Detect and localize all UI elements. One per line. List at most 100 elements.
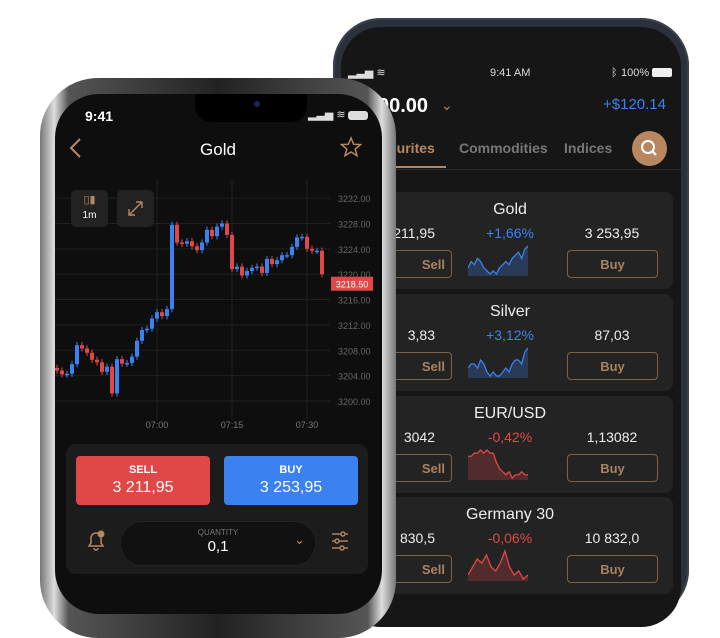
change-percent: +1,66% (486, 225, 534, 241)
tab-divider (341, 169, 681, 170)
ask-price: 10 832,0 (584, 530, 640, 546)
active-tab-indicator (364, 166, 446, 168)
y-tick-label: 3200.00 (338, 397, 371, 407)
search-button[interactable] (632, 131, 667, 166)
y-tick-label: 3208.00 (338, 346, 371, 356)
candle (60, 370, 64, 375)
bid-price: 3042 (403, 429, 435, 445)
sparkline (468, 548, 528, 581)
candle (240, 266, 244, 276)
tab-commodities[interactable]: Commodities (459, 140, 548, 156)
battery-icon (652, 68, 672, 77)
candlestick-chart[interactable]: 3232.00 3228.00 3224.00 3220.00 3216.00 3212.… (55, 180, 382, 435)
instrument-name: Germany 30 (465, 506, 555, 523)
sparkline (468, 347, 528, 378)
candle (180, 242, 184, 244)
candles-icon: ▯▮ (83, 194, 96, 206)
candle (155, 312, 159, 319)
candle (280, 255, 284, 261)
candle (85, 348, 89, 353)
candle (75, 345, 79, 365)
pnl-value: +$120.14 (603, 96, 666, 113)
candle (215, 226, 219, 237)
candle (105, 366, 109, 372)
candle (185, 241, 189, 244)
sell-button[interactable]: SELL 3 211,95 (76, 456, 210, 505)
instrument-name: EUR/USD (473, 405, 546, 422)
y-tick-label: 3228.00 (338, 219, 371, 229)
candle (310, 248, 314, 251)
star-icon[interactable] (340, 136, 362, 158)
candle (150, 318, 154, 329)
back-chevron-icon[interactable] (68, 137, 84, 159)
status-time: 9:41 (85, 108, 114, 124)
candle (270, 258, 274, 265)
status-time: 9:41 AM (490, 67, 531, 79)
buy-button[interactable]: Buy (567, 352, 658, 380)
candle (115, 359, 119, 394)
candle (220, 223, 224, 227)
candle (160, 312, 164, 317)
change-percent: -0,42% (487, 429, 533, 445)
y-tick-label: 3204.00 (338, 372, 371, 382)
quantity-label: QUANTITY (197, 528, 239, 537)
last-price: 3218.50 (336, 280, 369, 290)
buy-button[interactable]: BUY 3 253,95 (224, 456, 358, 505)
bluetooth-icon: ᛒ (611, 67, 618, 79)
add-alert-bell-icon[interactable] (84, 528, 108, 552)
change-percent: -0,06% (487, 530, 533, 546)
candle (250, 267, 254, 272)
candle (305, 236, 309, 249)
instrument-card[interactable]: Silver 3,83 +3,12% 87,03 Sell Buy (370, 294, 673, 391)
instrument-name: Gold (493, 201, 527, 218)
tab-indices[interactable]: Indices (564, 140, 613, 156)
instrument-card[interactable]: Germany 30 830,5 -0,06% 10 832,0 Sell Bu… (370, 497, 673, 594)
candle (295, 237, 299, 247)
buy-label: BUY (279, 464, 303, 476)
search-icon (641, 140, 657, 156)
candle (225, 223, 229, 235)
sell-price: 3 211,95 (112, 479, 174, 496)
battery-icon (348, 111, 368, 120)
change-percent: +3,12% (486, 327, 534, 343)
last-price-tag (331, 276, 373, 291)
candle (265, 258, 269, 273)
sparkline (468, 245, 528, 276)
buy-button[interactable]: Buy (567, 250, 658, 278)
buy-price: 3 253,95 (259, 479, 323, 496)
candle (120, 359, 124, 364)
candle (245, 271, 249, 276)
chevron-down-icon[interactable]: ⌄ (294, 532, 305, 547)
expand-button[interactable] (117, 190, 154, 227)
y-tick-label: 3212.00 (338, 321, 371, 331)
sell-label: SELL (128, 464, 158, 476)
instrument-card[interactable]: Gold 3 211,95 +1,66% 3 253,95 Sell Buy (370, 192, 673, 289)
x-tick-label: 07:30 (296, 420, 319, 430)
bid-price: 3,83 (407, 327, 435, 343)
candle (55, 368, 59, 371)
candle (255, 266, 259, 269)
candle (320, 250, 324, 275)
x-tick-label: 07:00 (146, 420, 169, 430)
candle (235, 266, 239, 270)
ask-price: 3 253,95 (584, 225, 640, 241)
buy-button[interactable]: Buy (567, 454, 658, 482)
timeframe-button[interactable]: ▯▮ 1m (71, 190, 108, 227)
instrument-card[interactable]: EUR/USD 3042 -0,42% 1,13082 Sell Buy (370, 396, 673, 493)
y-tick-label: 3224.00 (338, 245, 371, 255)
battery-percent: 100% (621, 67, 650, 79)
candle (80, 345, 84, 349)
candle (300, 236, 304, 239)
candle (205, 229, 209, 243)
candle (135, 340, 139, 357)
quantity-input[interactable]: QUANTITY 0,1 ⌄ (120, 521, 316, 566)
signal-wifi-icon: ▂▃▅ ≋ (308, 109, 346, 121)
settings-sliders-icon[interactable] (330, 530, 350, 552)
y-tick-label: 3220.00 (338, 270, 371, 280)
candle (165, 309, 169, 317)
candle (315, 250, 319, 253)
y-tick-label: 3232.00 (338, 194, 371, 204)
buy-button[interactable]: Buy (567, 555, 658, 583)
candle (110, 366, 114, 394)
chevron-down-icon[interactable]: ⌄ (441, 97, 453, 113)
